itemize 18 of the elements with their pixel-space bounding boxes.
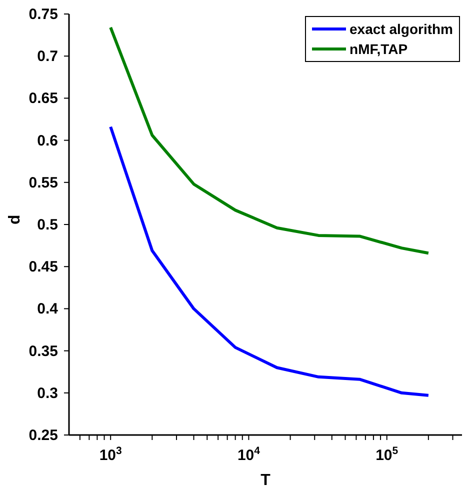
- legend-label: nMF,TAP: [350, 41, 408, 57]
- y-tick-label: 0.6: [37, 132, 58, 150]
- y-tick-label: 0.3: [37, 384, 58, 402]
- legend-label: exact algorithm: [350, 21, 453, 37]
- x-tick-label: 10$^{4}$: [237, 445, 260, 464]
- y-tick-label: 0.65: [28, 90, 58, 108]
- y-tick-label: 0.35: [28, 342, 58, 360]
- x-tick-label: 10$^{3}$: [99, 445, 122, 464]
- x-tick-label: 10$^{5}$: [376, 445, 398, 464]
- y-tick-label: 0.4: [37, 300, 59, 318]
- y-tick-label: 0.45: [28, 258, 58, 276]
- y-axis-title: d: [6, 214, 24, 224]
- x-axis-title: T: [260, 472, 271, 489]
- y-tick-label: 0.5: [37, 216, 58, 234]
- y-tick-label: 0.75: [28, 6, 58, 23]
- y-tick-label: 0.7: [37, 48, 58, 66]
- y-tick-label: 0.55: [28, 174, 58, 192]
- y-tick-label: 0.25: [28, 427, 58, 444]
